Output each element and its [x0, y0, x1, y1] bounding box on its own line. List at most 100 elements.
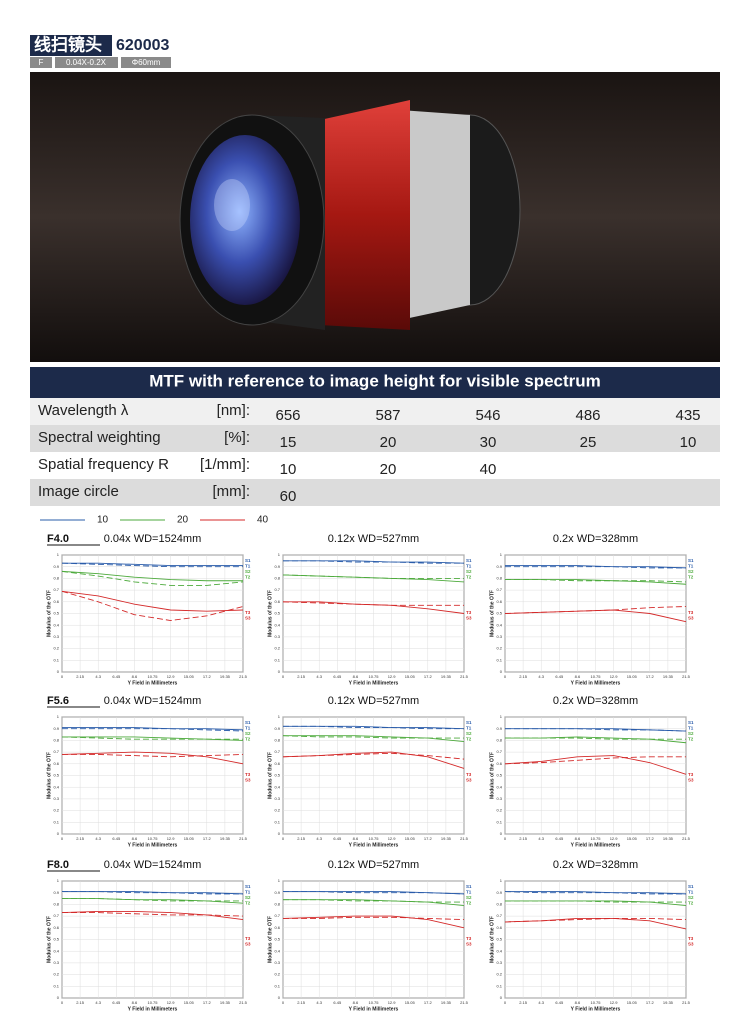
- y-tick-label: 0.1: [274, 819, 280, 824]
- y-tick-label: 0.8: [53, 575, 59, 580]
- mtf-line: [62, 898, 243, 902]
- y-tick-label: 0.3: [274, 796, 280, 801]
- x-tick-label: 2.15: [519, 836, 528, 841]
- y-tick-label: 0.5: [496, 773, 502, 778]
- series-label: T3: [688, 610, 694, 615]
- cell: 656: [275, 407, 300, 424]
- y-tick-label: 0.7: [53, 749, 59, 754]
- cell: 546: [475, 407, 500, 424]
- y-tick-label: 0.8: [53, 901, 59, 906]
- mtf-line: [62, 912, 244, 917]
- x-tick-label: 4.3: [95, 1000, 101, 1005]
- model: 620003: [116, 37, 169, 54]
- product-photo: [30, 72, 720, 362]
- y-tick-label: 0: [278, 669, 281, 674]
- mtf-line: [505, 565, 687, 569]
- x-axis-label: Y Field in Millimeters: [349, 842, 399, 848]
- x-tick-label: 6.45: [555, 674, 564, 679]
- y-tick-label: 0.5: [496, 937, 502, 942]
- mtf-line: [283, 601, 465, 614]
- mtf-line: [61, 590, 244, 621]
- x-tick-label: 15.05: [627, 1000, 638, 1005]
- y-tick-label: 1: [57, 878, 60, 883]
- series-label: T2: [688, 737, 694, 742]
- x-tick-label: 19.35: [663, 674, 674, 679]
- mtf-line: [61, 751, 244, 765]
- y-tick-label: 0.9: [274, 564, 280, 569]
- y-tick-label: 0.8: [496, 901, 502, 906]
- x-tick-label: 6.45: [333, 836, 342, 841]
- y-tick-label: 0.1: [496, 983, 502, 988]
- cell: 20: [380, 461, 397, 478]
- tag: 0.04X-0.2X: [66, 58, 107, 67]
- x-tick-label: 15.05: [184, 674, 195, 679]
- series-label: T2: [466, 901, 472, 906]
- y-tick-label: 0.1: [274, 657, 280, 662]
- mtf-line: [283, 916, 465, 921]
- x-tick-label: 15.05: [405, 674, 416, 679]
- y-tick-label: 0.4: [53, 948, 59, 953]
- x-tick-label: 17.2: [646, 836, 655, 841]
- tag: Φ60mm: [132, 58, 161, 67]
- cell: 60: [280, 488, 297, 505]
- series-label: T3: [245, 772, 251, 777]
- chart-title: 0.2x WD=328mm: [553, 859, 638, 871]
- series-label: T3: [466, 936, 472, 941]
- row-bg: [30, 398, 720, 425]
- y-tick-label: 0.5: [53, 773, 59, 778]
- y-axis-label: Modulus of the OTF: [46, 916, 52, 963]
- mtf-line: [61, 570, 244, 586]
- x-tick-label: 4.3: [316, 674, 322, 679]
- series-label: S1: [466, 720, 472, 725]
- tag-box: [55, 57, 118, 68]
- series-label: S3: [688, 778, 694, 783]
- y-tick-label: 0.2: [274, 646, 280, 651]
- series-label: T2: [466, 575, 472, 580]
- cell: 435: [675, 407, 700, 424]
- y-tick-label: 0.9: [53, 890, 59, 895]
- mtf-line: [61, 562, 243, 568]
- y-tick-label: 0.3: [496, 796, 502, 801]
- series-label: S2: [466, 731, 472, 736]
- y-tick-label: 0.8: [496, 575, 502, 580]
- header-title: 线扫镜头: [34, 34, 102, 54]
- y-tick-label: 1: [500, 878, 503, 883]
- series-label: T2: [466, 737, 472, 742]
- y-tick-label: 0.1: [274, 983, 280, 988]
- x-axis-label: Y Field in Millimeters: [571, 680, 621, 686]
- y-tick-label: 0: [57, 831, 60, 836]
- y-tick-label: 1: [278, 552, 281, 557]
- series-label: T2: [688, 901, 694, 906]
- series-label: S2: [688, 895, 694, 900]
- x-tick-label: 17.2: [203, 674, 212, 679]
- y-tick-label: 0.1: [496, 819, 502, 824]
- aperture: F5.6: [47, 695, 69, 707]
- mtf-line: [282, 574, 464, 579]
- table-title: MTF with reference to image height for v…: [149, 371, 601, 390]
- x-tick-label: 19.35: [220, 836, 231, 841]
- x-tick-label: 0: [61, 1000, 64, 1005]
- y-tick-label: 0.5: [53, 611, 59, 616]
- y-tick-label: 1: [278, 878, 281, 883]
- x-tick-label: 0: [61, 674, 64, 679]
- y-tick-label: 0: [278, 995, 281, 1000]
- mtf-line: [504, 917, 687, 930]
- series-label: S2: [688, 569, 694, 574]
- y-tick-label: 1: [57, 552, 60, 557]
- series-label: S2: [245, 895, 251, 900]
- x-tick-label: 4.3: [538, 1000, 544, 1005]
- y-tick-label: 0.3: [274, 960, 280, 965]
- y-tick-label: 0.8: [496, 737, 502, 742]
- mtf-line: [505, 566, 686, 569]
- x-tick-label: 15.05: [405, 1000, 416, 1005]
- y-tick-label: 0.5: [496, 611, 502, 616]
- series-label: S3: [466, 778, 472, 783]
- mtf-line: [62, 891, 243, 895]
- series-label: T3: [245, 936, 251, 941]
- y-tick-label: 0.3: [53, 960, 59, 965]
- series-label: S3: [466, 942, 472, 947]
- series-label: T2: [245, 737, 251, 742]
- x-tick-label: 0: [504, 674, 507, 679]
- row-unit: [%]:: [224, 429, 250, 446]
- y-tick-label: 0.6: [274, 599, 280, 604]
